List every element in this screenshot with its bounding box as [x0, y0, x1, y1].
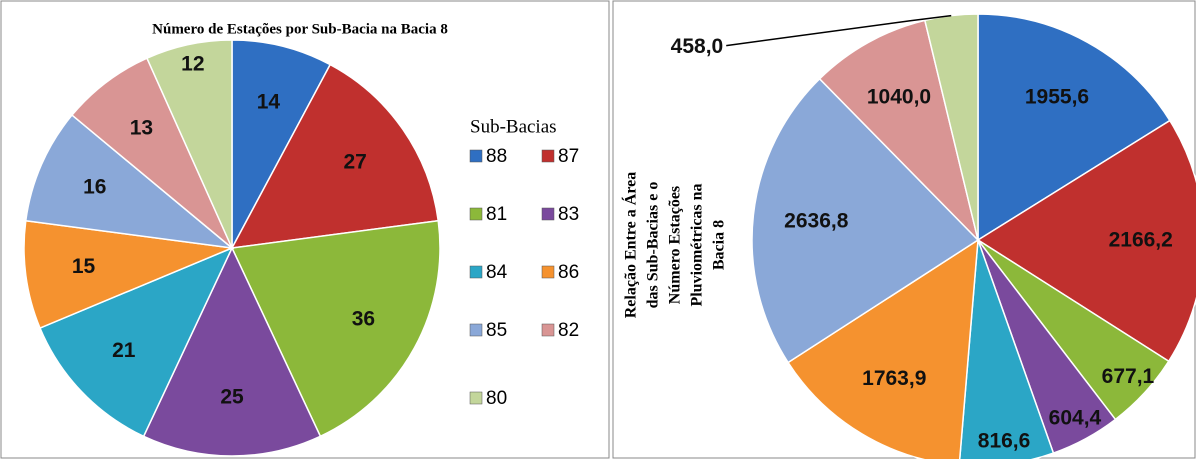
pie-slice	[230, 219, 441, 438]
pie-slice	[230, 63, 440, 249]
legend-label: 84	[486, 262, 508, 283]
legend-label: 80	[486, 388, 507, 409]
value-label: 2636,8	[784, 210, 849, 233]
legend-label: 81	[486, 204, 507, 225]
legend-title: Sub-Bacias	[470, 116, 557, 137]
legend-swatch	[541, 149, 555, 163]
legend-swatch	[469, 207, 483, 221]
value-label: 458,0	[671, 35, 724, 58]
pie-slice	[958, 239, 1055, 459]
value-label: 1955,6	[1025, 85, 1089, 108]
chart-title: Número Estações	[667, 186, 684, 304]
pie-slice	[976, 119, 1196, 363]
legend-label: 83	[558, 204, 579, 225]
legend-label: 82	[558, 320, 579, 341]
pie-slice	[231, 39, 332, 249]
leader-line	[726, 14, 952, 47]
pie-slice	[145, 39, 233, 249]
legend-swatch	[541, 323, 555, 337]
legend-label: 88	[486, 146, 507, 167]
legend-swatch	[469, 391, 483, 405]
panel-frame	[0, 0, 610, 459]
pie-slice	[751, 77, 980, 364]
pie-slice	[39, 246, 234, 438]
value-label: 1040,0	[867, 85, 931, 108]
chart-title: Relação Entre a Área	[621, 172, 640, 318]
value-label: 15	[72, 255, 96, 278]
value-label: 2166,2	[1109, 228, 1173, 251]
legend-swatch	[469, 149, 483, 163]
legend-swatch	[541, 265, 555, 279]
chart-title: das Sub-Bacias e o	[645, 182, 662, 309]
pie-slice	[818, 19, 980, 243]
pie-slice	[977, 13, 1171, 242]
value-label: 12	[181, 52, 204, 75]
legend-label: 85	[486, 320, 507, 341]
legend-label: 86	[558, 262, 579, 283]
pie-slice	[23, 219, 235, 330]
pie-slice	[24, 114, 235, 250]
chart-title: Pluviométricas na	[689, 183, 706, 306]
legend-swatch	[469, 265, 483, 279]
pie-slice	[142, 246, 322, 457]
value-label: 25	[220, 385, 244, 408]
legend-label: 87	[558, 146, 579, 167]
value-label: 13	[130, 116, 153, 139]
pie-slice	[787, 238, 979, 459]
value-label: 14	[257, 90, 281, 113]
chart-title: Número de Estações por Sub-Bacia na Baci…	[152, 21, 448, 37]
legend-swatch	[469, 323, 483, 337]
value-label: 16	[83, 176, 106, 199]
value-label: 27	[343, 150, 366, 173]
value-label: 604,4	[1049, 406, 1102, 429]
value-label: 816,6	[978, 429, 1031, 452]
legend-swatch	[541, 207, 555, 221]
value-label: 36	[352, 307, 375, 330]
value-label: 21	[112, 339, 136, 362]
value-label: 1763,9	[862, 367, 926, 390]
value-label: 677,1	[1102, 365, 1155, 388]
chart-title: Bacia 8	[711, 220, 728, 270]
